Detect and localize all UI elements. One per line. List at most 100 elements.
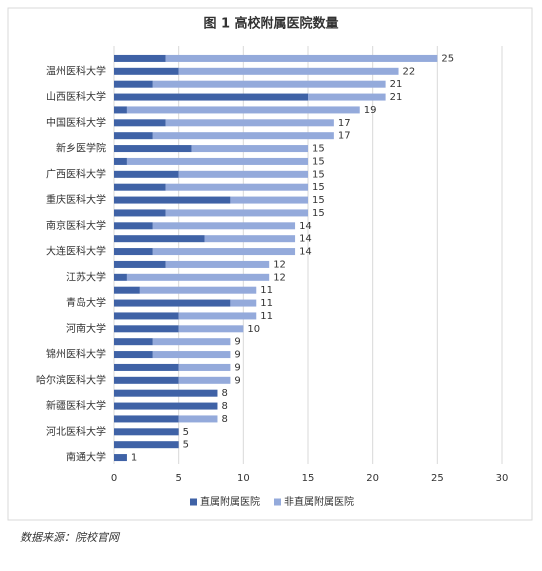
bar	[114, 338, 153, 346]
y-tick-label: 重庆医科大学	[46, 193, 106, 206]
data-label: 1	[131, 453, 137, 464]
y-tick-label: 新疆医科大学	[46, 399, 106, 412]
legend-swatch	[274, 498, 281, 506]
bar	[114, 196, 231, 204]
data-label: 12	[273, 259, 286, 270]
bar	[114, 260, 166, 268]
bar	[126, 273, 270, 281]
data-label: 15	[312, 156, 325, 167]
bar	[114, 428, 179, 436]
data-label: 8	[221, 401, 227, 412]
data-label: 17	[338, 118, 351, 129]
data-label: 9	[234, 337, 240, 348]
data-label: 21	[390, 79, 403, 90]
bar	[178, 312, 257, 320]
bar	[114, 363, 179, 371]
bar	[308, 93, 386, 101]
bar	[114, 145, 192, 153]
y-tick-label: 南通大学	[66, 451, 106, 464]
y-tick-label: 哈尔滨医科大学	[36, 373, 106, 386]
bar	[114, 119, 166, 127]
bar	[114, 299, 231, 307]
bar	[114, 54, 166, 62]
y-tick-label: 大连医科大学	[46, 245, 106, 258]
bar	[114, 157, 127, 165]
bar	[178, 376, 231, 384]
source-note: 数据来源：院校官网	[20, 531, 121, 544]
data-label: 25	[441, 53, 454, 64]
bar	[230, 299, 257, 307]
chart-border	[7, 7, 533, 521]
y-tick-label: 河南大学	[66, 322, 106, 335]
data-label: 14	[299, 247, 312, 258]
bar	[152, 351, 231, 359]
data-label: 15	[312, 208, 325, 219]
bar	[114, 106, 127, 114]
data-label: 19	[364, 105, 377, 116]
bar	[114, 67, 179, 75]
data-label: 12	[273, 272, 286, 283]
bar	[114, 93, 308, 101]
bar	[114, 222, 153, 230]
bar	[152, 132, 334, 140]
bar	[165, 119, 334, 127]
bar	[114, 248, 153, 256]
data-label: 11	[260, 311, 273, 322]
y-tick-label: 河北医科大学	[46, 425, 106, 438]
bar	[178, 363, 231, 371]
bar	[165, 209, 308, 217]
bar	[114, 389, 218, 397]
y-tick-label: 青岛大学	[66, 296, 106, 309]
data-label: 9	[234, 362, 240, 373]
data-label: 21	[390, 92, 403, 103]
bar	[139, 286, 257, 294]
legend-label: 直属附属医院	[200, 495, 260, 508]
bar	[152, 222, 296, 230]
bar	[165, 54, 438, 62]
y-tick-label: 温州医科大学	[46, 64, 106, 77]
bar	[114, 286, 140, 294]
bar	[178, 415, 218, 423]
data-label: 8	[221, 388, 227, 399]
bar	[114, 325, 179, 333]
bar	[114, 170, 179, 178]
bar	[114, 80, 153, 88]
data-label: 15	[312, 169, 325, 180]
bar	[165, 183, 308, 191]
bar	[204, 235, 296, 243]
bar	[114, 454, 127, 462]
data-label: 14	[299, 234, 312, 245]
bar	[152, 338, 231, 346]
legend-label: 非直属附属医院	[284, 495, 354, 508]
bar	[114, 415, 179, 423]
x-tick-label: 10	[237, 473, 250, 484]
data-label: 5	[183, 427, 189, 438]
bar	[230, 196, 308, 204]
x-tick-label: 30	[496, 473, 509, 484]
y-tick-label: 江苏大学	[66, 270, 106, 283]
data-label: 5	[183, 440, 189, 451]
bar	[114, 441, 179, 449]
bar	[114, 132, 153, 140]
data-label: 11	[260, 285, 273, 296]
bar	[114, 351, 153, 359]
bar	[114, 402, 218, 410]
data-label: 14	[299, 221, 312, 232]
bar	[114, 235, 205, 243]
x-tick-label: 20	[366, 473, 379, 484]
data-label: 9	[234, 375, 240, 386]
bar	[114, 183, 166, 191]
y-tick-label: 新乡医学院	[56, 142, 106, 155]
data-label: 11	[260, 298, 273, 309]
y-tick-label: 中国医科大学	[46, 116, 106, 129]
y-tick-label: 山西医科大学	[46, 90, 106, 103]
bar	[165, 260, 270, 268]
data-label: 15	[312, 195, 325, 206]
legend-swatch	[190, 498, 197, 506]
chart-title: 图 1 高校附属医院数量	[203, 16, 338, 32]
bar	[152, 248, 296, 256]
bar	[114, 312, 179, 320]
y-tick-label: 广西医科大学	[46, 167, 106, 180]
bar	[126, 157, 308, 165]
x-tick-label: 15	[302, 473, 315, 484]
